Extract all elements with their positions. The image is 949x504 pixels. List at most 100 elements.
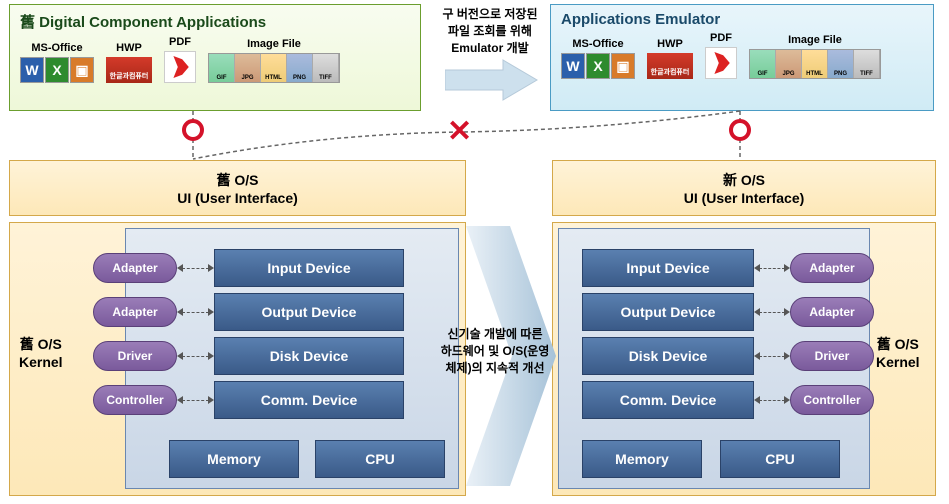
device-right-0: Input Device	[582, 249, 754, 287]
hwp-col: HWP 한글과컴퓨터	[106, 42, 152, 83]
marker-circle-left	[182, 119, 204, 141]
pdf-col-r: PDF	[705, 32, 737, 79]
ppt-icon-r: ▣	[611, 53, 635, 79]
driver-pill-right-2: Driver	[790, 341, 874, 371]
connector-arrow-l-left-0	[177, 264, 183, 272]
adapter-pill-right-1: Adapter	[790, 297, 874, 327]
hwp-icon: 한글과컴퓨터	[106, 57, 152, 83]
new-kernel-label: 舊 O/SKernel	[876, 335, 920, 371]
connector-right-0	[759, 268, 785, 269]
msoffice-label: MS-Office	[31, 42, 82, 54]
connector-arrow-r-left-1	[208, 308, 214, 316]
connector-left-1	[182, 312, 209, 313]
image-thumbs-r: GIF JPG HTML PNG TIFF	[749, 49, 881, 79]
image-col: Image File GIF JPG HTML PNG TIFF	[208, 38, 340, 83]
ppt-icon: ▣	[70, 57, 94, 83]
new-os-line1: 新 O/S	[723, 170, 765, 190]
thumb-jpg: JPG	[235, 54, 261, 82]
adapter-pill-left-0: Adapter	[93, 253, 177, 283]
memory-box-right: Memory	[582, 440, 702, 478]
controller-pill-left-3: Controller	[93, 385, 177, 415]
old-os-line1: 舊 O/S	[216, 170, 258, 190]
word-icon: W	[20, 57, 44, 83]
new-os-ui-bar: 新 O/S UI (User Interface)	[552, 160, 936, 216]
device-left-3: Comm. Device	[214, 381, 404, 419]
connector-arrow-r-left-0	[208, 264, 214, 272]
note-top: 구 버전으로 저장된파일 조회를 위해 Emulator 개발	[430, 6, 550, 56]
pdf-icon	[164, 51, 196, 83]
excel-icon: X	[45, 57, 69, 83]
pdf-icon-r	[705, 47, 737, 79]
hwp-icon-r: 한글과컴퓨터	[647, 53, 693, 79]
driver-pill-left-2: Driver	[93, 341, 177, 371]
word-icon-r: W	[561, 53, 585, 79]
thumb-html-r: HTML	[802, 50, 828, 78]
connector-arrow-l-right-2	[754, 352, 760, 360]
msoffice-col: MS-Office W X ▣	[20, 42, 94, 83]
adapter-pill-left-1: Adapter	[93, 297, 177, 327]
note-mid: 신기술 개발에 따른하드웨어 및 O/S(운영체제)의 지속적 개선	[430, 326, 560, 376]
hwp-label: HWP	[116, 42, 142, 54]
connector-left-2	[182, 356, 209, 357]
connector-arrow-l-right-1	[754, 308, 760, 316]
device-right-3: Comm. Device	[582, 381, 754, 419]
cpu-box-right: CPU	[720, 440, 840, 478]
device-right-2: Disk Device	[582, 337, 754, 375]
thumb-png-r: PNG	[828, 50, 854, 78]
marker-circle-right	[729, 119, 751, 141]
apps-row-right: MS-Office W X ▣ HWP 한글과컴퓨터 PDF Image Fil…	[561, 32, 923, 79]
connector-arrow-r-left-3	[208, 396, 214, 404]
cpu-box-left: CPU	[315, 440, 445, 478]
hwp-label-r: HWP	[657, 38, 683, 50]
connector-arrow-l-left-3	[177, 396, 183, 404]
connector-arrow-l-left-1	[177, 308, 183, 316]
old-kernel-label: 舊 O/SKernel	[19, 335, 63, 371]
msoffice-icons: W X ▣	[20, 57, 94, 83]
device-left-1: Output Device	[214, 293, 404, 331]
memory-box-left: Memory	[169, 440, 299, 478]
msoffice-label-r: MS-Office	[572, 38, 623, 50]
emulator-title: Applications Emulator	[561, 11, 923, 28]
connector-arrow-r-right-2	[784, 352, 790, 360]
adapter-pill-right-0: Adapter	[790, 253, 874, 283]
old-os-ui-bar: 舊 O/S UI (User Interface)	[9, 160, 466, 216]
pdf-label-r: PDF	[710, 32, 732, 44]
connector-right-1	[759, 312, 785, 313]
connector-right-2	[759, 356, 785, 357]
device-right-1: Output Device	[582, 293, 754, 331]
excel-icon-r: X	[586, 53, 610, 79]
connector-arrow-r-right-1	[784, 308, 790, 316]
image-thumbs: GIF JPG HTML PNG TIFF	[208, 53, 340, 83]
image-label-r: Image File	[788, 34, 842, 46]
note-top-l2: 파일 조회를 위해	[448, 24, 532, 38]
thumb-gif-r: GIF	[750, 50, 776, 78]
image-col-r: Image File GIF JPG HTML PNG TIFF	[749, 34, 881, 79]
msoffice-icons-r: W X ▣	[561, 53, 635, 79]
thumb-tiff: TIFF	[313, 54, 339, 82]
old-apps-panel: 舊 Digital Component Applications MS-Offi…	[9, 4, 421, 111]
device-left-2: Disk Device	[214, 337, 404, 375]
connector-arrow-l-left-2	[177, 352, 183, 360]
msoffice-col-r: MS-Office W X ▣	[561, 38, 635, 79]
device-left-0: Input Device	[214, 249, 404, 287]
connector-arrow-l-right-0	[754, 264, 760, 272]
connector-left-0	[182, 268, 209, 269]
pdf-label: PDF	[169, 36, 191, 48]
thumb-png: PNG	[287, 54, 313, 82]
thumb-tiff-r: TIFF	[854, 50, 880, 78]
thumb-jpg-r: JPG	[776, 50, 802, 78]
thumb-html: HTML	[261, 54, 287, 82]
note-top-l3: Emulator 개발	[451, 41, 528, 55]
connector-arrow-r-left-2	[208, 352, 214, 360]
controller-pill-right-3: Controller	[790, 385, 874, 415]
note-mid-l1: 신기술 개발에 따른	[448, 327, 543, 341]
connector-right-3	[759, 400, 785, 401]
note-top-l1: 구 버전으로 저장된	[443, 7, 538, 21]
old-os-line2: UI (User Interface)	[177, 190, 298, 206]
apps-row-left: MS-Office W X ▣ HWP 한글과컴퓨터 PDF Image Fil…	[20, 36, 410, 83]
old-apps-title: 舊 Digital Component Applications	[20, 11, 410, 32]
emulator-panel: Applications Emulator MS-Office W X ▣ HW…	[550, 4, 934, 111]
connector-arrow-r-right-0	[784, 264, 790, 272]
image-label: Image File	[247, 38, 301, 50]
pdf-col: PDF	[164, 36, 196, 83]
